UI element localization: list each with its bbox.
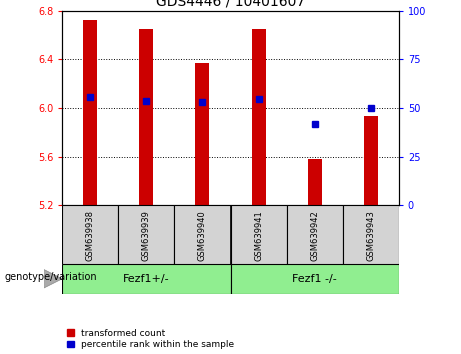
Text: GSM639943: GSM639943 (366, 210, 375, 261)
Text: GSM639938: GSM639938 (86, 210, 95, 261)
Legend: transformed count, percentile rank within the sample: transformed count, percentile rank withi… (67, 329, 234, 349)
Bar (287, 205, 343, 264)
Bar (307, 159, 322, 205)
Bar (195, 63, 209, 205)
Text: Fezf1+/-: Fezf1+/- (123, 274, 170, 284)
Text: Fezf1 -/-: Fezf1 -/- (292, 274, 337, 284)
Title: GDS4446 / 10401607: GDS4446 / 10401607 (156, 0, 305, 8)
Text: genotype/variation: genotype/variation (5, 272, 97, 282)
Text: GSM639941: GSM639941 (254, 210, 263, 261)
Bar (62, 205, 118, 264)
Text: GSM639939: GSM639939 (142, 210, 151, 261)
Bar (139, 29, 154, 205)
Text: GSM639940: GSM639940 (198, 210, 207, 261)
Bar (62, 264, 230, 294)
Text: GSM639942: GSM639942 (310, 210, 319, 261)
Bar (230, 205, 287, 264)
Bar (83, 21, 97, 205)
Bar (343, 205, 399, 264)
Polygon shape (44, 269, 62, 288)
Bar (118, 205, 174, 264)
Bar (364, 116, 378, 205)
Bar (230, 264, 399, 294)
Bar (174, 205, 230, 264)
Bar (252, 29, 266, 205)
